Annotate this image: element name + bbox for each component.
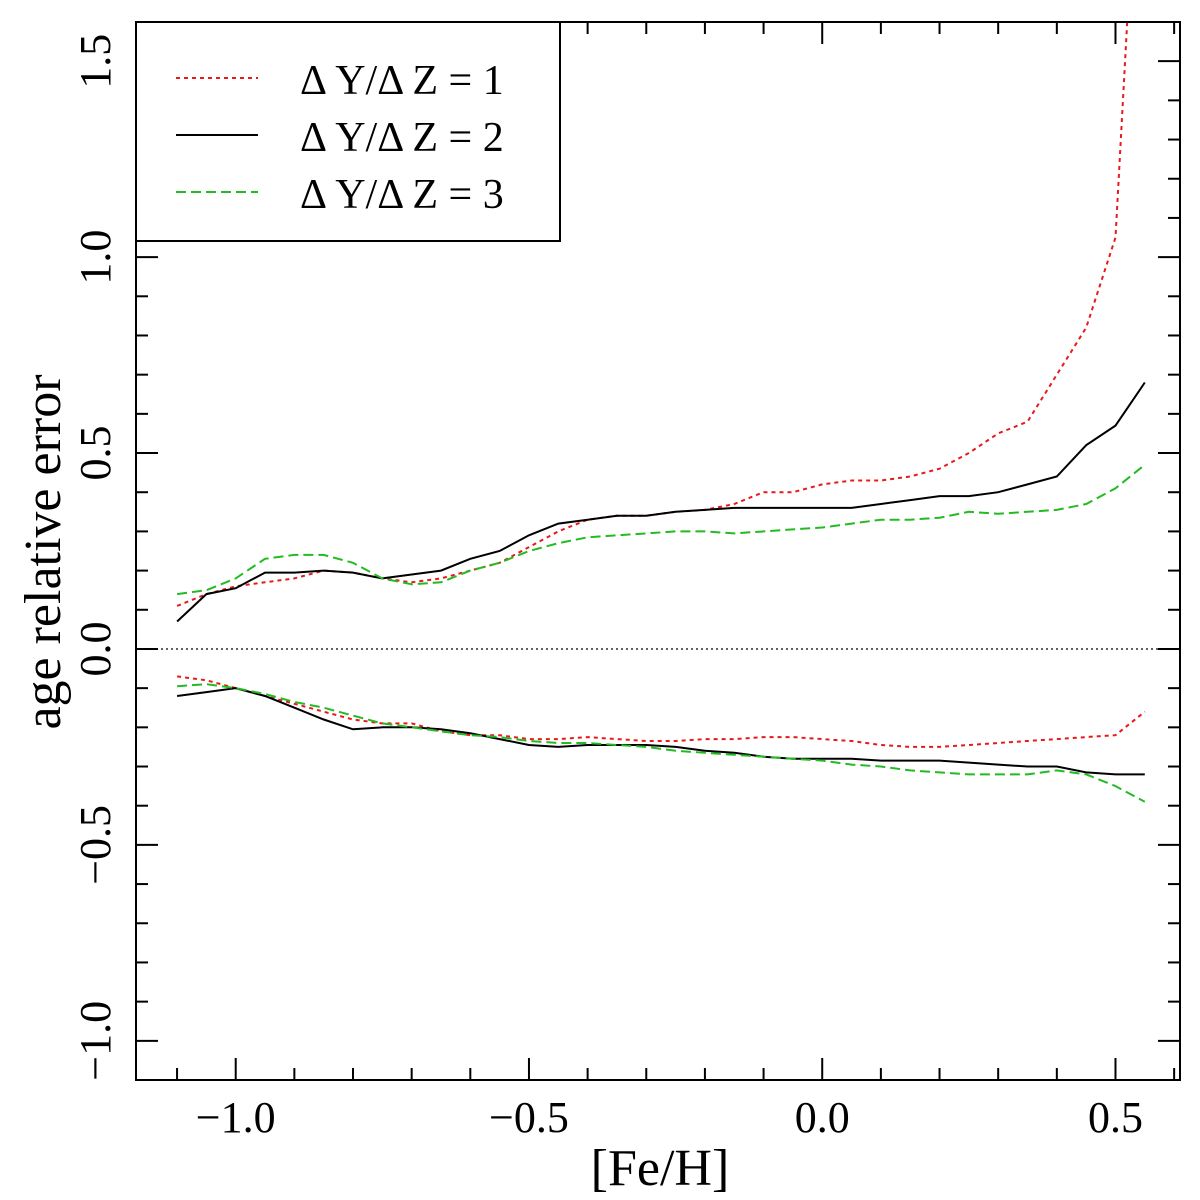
legend-label-3: Δ Y/Δ Z = 3 [300,172,504,218]
series-line-4 [176,675,1146,748]
plot-frame [135,21,1181,1081]
y-axis-label: age relative error [15,374,72,729]
legend: Δ Y/Δ Z = 1 Δ Y/Δ Z = 2 Δ Y/Δ Z = 3 [135,21,561,242]
y-tick-label: 1.5 [71,34,120,89]
x-tick-label: −1.0 [196,1093,276,1142]
series-line-5 [176,687,1145,776]
y-tick-label: −1.0 [71,1001,120,1081]
legend-label-1: Δ Y/Δ Z = 1 [300,58,504,104]
series-line-6 [177,683,1146,803]
x-tick-label: 0.5 [1088,1093,1143,1142]
legend-label-2: Δ Y/Δ Z = 2 [300,115,504,161]
y-tick-label: 0.0 [71,622,120,677]
series-layer [176,22,1146,803]
x-tick-label: 0.0 [795,1093,850,1142]
y-tick-label: 1.0 [71,230,120,285]
series-line-3 [176,464,1146,596]
series-line-2 [176,381,1146,623]
x-axis-label: [Fe/H] [591,1140,730,1197]
legend-box [135,21,561,242]
y-tick-label: −0.5 [71,805,120,885]
y-tick-label: 0.5 [71,426,120,481]
axes: −1.0 −0.5 0.0 0.5 −1.0 −0.5 0.0 0.5 1.0 1.5 [71,21,1181,1142]
x-tick-label: −0.5 [489,1093,569,1142]
